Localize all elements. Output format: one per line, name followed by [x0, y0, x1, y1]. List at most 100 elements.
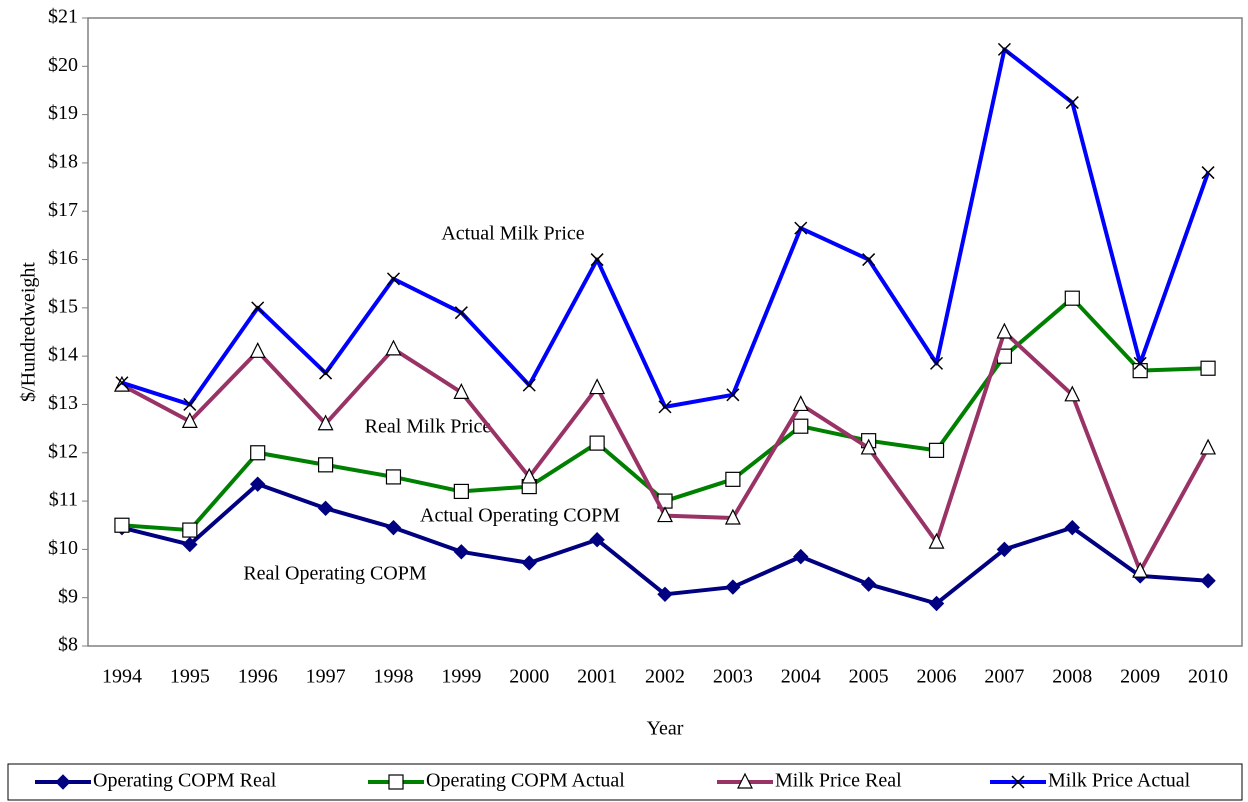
x-tick-label: 2007 — [984, 666, 1024, 688]
marker — [997, 42, 1011, 56]
marker — [1201, 166, 1215, 180]
marker — [589, 435, 605, 451]
series-line — [121, 47, 1210, 409]
marker — [115, 376, 129, 390]
y-axis-label: $/Hundredweight — [18, 262, 40, 402]
marker — [996, 541, 1013, 558]
marker — [385, 469, 402, 485]
marker — [1200, 573, 1216, 589]
marker — [657, 506, 673, 523]
x-tick-label: 2002 — [645, 666, 685, 688]
x-tick-label: 2009 — [1120, 666, 1160, 688]
y-tick-label: $21 — [48, 6, 78, 28]
x-tick-label: 2004 — [781, 666, 821, 688]
x-tick-label: 2006 — [917, 666, 957, 688]
marker — [249, 341, 266, 358]
legend-box — [7, 763, 1243, 801]
marker — [385, 519, 402, 536]
y-tick-label: $14 — [48, 344, 78, 366]
marker — [521, 467, 538, 484]
marker — [589, 378, 606, 395]
marker — [521, 555, 537, 571]
y-tick-label: $13 — [48, 392, 78, 414]
marker — [522, 378, 536, 392]
x-tick-label: 1999 — [441, 666, 481, 688]
legend-marker — [388, 774, 404, 790]
marker — [794, 221, 808, 235]
marker — [317, 414, 334, 431]
marker — [317, 500, 334, 517]
marker — [724, 508, 741, 525]
y-tick-label: $20 — [48, 54, 78, 76]
annotation: Actual Milk Price — [441, 223, 584, 245]
legend-label: Milk Price Real — [775, 770, 902, 792]
marker — [793, 548, 809, 565]
y-tick-label: $9 — [58, 585, 78, 607]
marker — [860, 576, 877, 592]
x-tick-label: 1998 — [373, 666, 413, 688]
legend-label: Operating COPM Actual — [426, 770, 625, 792]
marker — [317, 457, 334, 473]
y-tick-label: $12 — [48, 440, 78, 462]
marker — [250, 445, 266, 461]
x-tick-label: 2000 — [509, 666, 549, 688]
legend-label: Operating COPM Real — [93, 770, 277, 792]
x-tick-label: 2008 — [1052, 666, 1092, 688]
annotation: Actual Operating COPM — [420, 505, 620, 527]
marker — [453, 544, 470, 560]
x-axis-label: Year — [647, 718, 684, 740]
y-tick-label: $16 — [48, 247, 78, 269]
x-tick-label: 2010 — [1188, 666, 1228, 688]
x-tick-label: 1994 — [102, 666, 142, 688]
marker — [183, 397, 197, 411]
y-tick-label: $17 — [48, 199, 78, 221]
marker — [385, 339, 402, 356]
marker — [928, 442, 945, 458]
marker — [319, 366, 333, 380]
x-tick-label: 1997 — [306, 666, 346, 688]
marker — [1064, 290, 1080, 306]
y-tick-label: $8 — [58, 634, 78, 656]
x-tick-label: 2001 — [577, 666, 617, 688]
marker — [928, 532, 945, 549]
marker — [657, 586, 673, 603]
marker — [1200, 360, 1216, 376]
marker — [453, 383, 470, 399]
y-tick-label: $19 — [48, 102, 78, 124]
marker — [386, 272, 401, 286]
marker — [725, 471, 741, 487]
y-tick-label: $11 — [49, 489, 78, 511]
marker — [182, 522, 198, 538]
marker — [862, 253, 876, 267]
marker — [793, 418, 809, 434]
marker — [114, 517, 130, 533]
x-tick-label: 1995 — [170, 666, 210, 688]
marker — [249, 476, 266, 492]
x-tick-label: 1996 — [238, 666, 278, 688]
marker — [929, 356, 944, 370]
marker — [182, 536, 198, 553]
y-tick-label: $18 — [48, 151, 78, 173]
plot-frame — [87, 17, 1243, 647]
y-tick-label: $15 — [48, 295, 78, 317]
x-tick-label: 2005 — [849, 666, 889, 688]
marker — [658, 400, 672, 414]
marker — [590, 253, 604, 267]
marker — [996, 322, 1013, 339]
marker — [1133, 356, 1147, 370]
marker — [1064, 385, 1081, 402]
marker — [1065, 96, 1079, 110]
legend-marker — [737, 772, 753, 789]
annotation: Real Milk Price — [365, 416, 492, 438]
marker — [1132, 561, 1149, 578]
legend-marker — [1011, 775, 1025, 789]
x-tick-label: 2003 — [713, 666, 753, 688]
marker — [1132, 363, 1148, 379]
legend-label: Milk Price Actual — [1048, 770, 1191, 792]
legend-marker — [55, 774, 71, 790]
marker — [453, 483, 469, 500]
marker — [589, 532, 605, 548]
marker — [1064, 519, 1081, 536]
y-tick-label: $10 — [48, 537, 78, 559]
